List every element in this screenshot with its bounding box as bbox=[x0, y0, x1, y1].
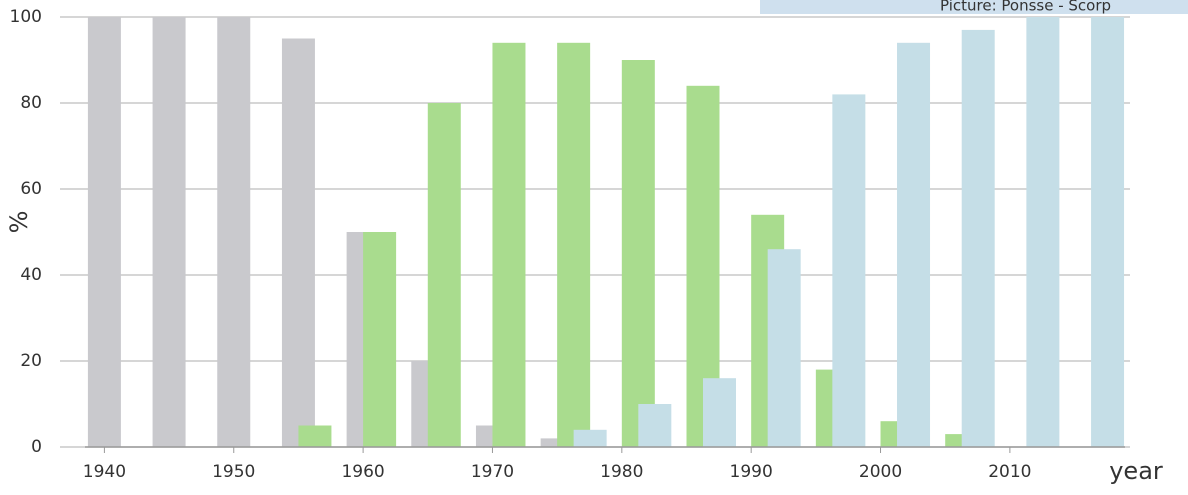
bar bbox=[88, 17, 121, 447]
y-tick-label: 80 bbox=[20, 93, 42, 113]
x-tick-label: 2000 bbox=[859, 462, 902, 482]
credit: Picture: Ponsse - Scorp bbox=[940, 0, 1111, 15]
y-tick-label: 60 bbox=[20, 179, 42, 199]
x-tick-label: 1990 bbox=[730, 462, 773, 482]
y-tick-label: 20 bbox=[20, 351, 42, 371]
x-tick-label: 1950 bbox=[212, 462, 255, 482]
y-axis-label: % bbox=[5, 211, 33, 234]
bar bbox=[897, 43, 930, 447]
x-tick-label: 2010 bbox=[988, 462, 1031, 482]
bar bbox=[282, 39, 315, 448]
bar bbox=[622, 60, 655, 447]
x-axis-label: year bbox=[1109, 457, 1163, 485]
x-tick-label: 1960 bbox=[341, 462, 384, 482]
bar bbox=[832, 94, 865, 447]
bar bbox=[1026, 17, 1059, 447]
bar bbox=[153, 17, 186, 447]
chart: Picture: Ponsse - Scorp % year 0 20 40 60 80… bbox=[0, 0, 1188, 495]
bar bbox=[703, 378, 736, 447]
y-tick-label: 100 bbox=[10, 7, 42, 27]
bar bbox=[1091, 17, 1124, 447]
bar bbox=[962, 30, 995, 447]
x-tick-label: 1940 bbox=[83, 462, 126, 482]
bar bbox=[638, 404, 671, 447]
x-tick-label: 1980 bbox=[600, 462, 643, 482]
bar bbox=[768, 249, 801, 447]
bar bbox=[492, 43, 525, 447]
y-tick-label: 0 bbox=[31, 437, 42, 457]
y-tick-label: 40 bbox=[20, 265, 42, 285]
bar bbox=[557, 43, 590, 447]
bar bbox=[574, 430, 607, 447]
bar bbox=[428, 103, 461, 447]
bar bbox=[217, 17, 250, 447]
bar bbox=[298, 426, 331, 448]
x-tick-label: 1970 bbox=[471, 462, 514, 482]
bar bbox=[363, 232, 396, 447]
